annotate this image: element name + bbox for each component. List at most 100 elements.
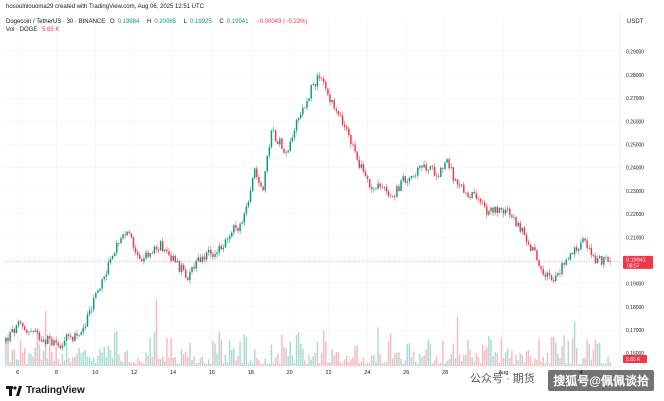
volume-bar — [596, 343, 599, 366]
volume-bar — [532, 363, 534, 366]
candle-body — [189, 271, 191, 281]
volume-bar — [555, 342, 557, 366]
volume-bar — [189, 342, 191, 366]
volume-bar — [586, 339, 588, 366]
volume-bar — [134, 363, 137, 366]
candle-body — [235, 225, 237, 228]
candle-body — [21, 322, 24, 327]
volume-bar — [51, 352, 53, 366]
candle-body — [306, 101, 308, 108]
volume-bar — [224, 354, 227, 366]
volume-bar — [279, 363, 281, 366]
volume-bar — [348, 362, 350, 366]
volume-bar — [212, 340, 214, 366]
volume-bar — [582, 357, 584, 366]
volume-bar — [603, 363, 605, 366]
volume-bar — [571, 338, 574, 366]
candle-body — [471, 192, 473, 198]
volume-bar — [552, 336, 555, 366]
volume-bar — [95, 363, 97, 366]
volume-bar — [65, 341, 68, 366]
candle-body — [381, 187, 383, 188]
candle-body — [343, 124, 346, 128]
volume-bar — [249, 360, 252, 366]
volume-bar — [306, 363, 308, 366]
volume-bar — [356, 345, 358, 366]
volume-bar — [477, 356, 480, 366]
volume-bar — [529, 356, 532, 366]
volume-bar — [417, 363, 419, 366]
candle-body — [205, 252, 208, 260]
candle-body — [538, 260, 540, 267]
candle-body — [521, 227, 524, 232]
volume-bar — [9, 362, 11, 366]
ohlc-high: H 0.20065 — [146, 19, 177, 25]
volume-bar — [128, 361, 131, 366]
candle-body — [178, 260, 181, 272]
candle-body — [220, 245, 223, 250]
candle-body — [440, 167, 442, 177]
candle-body — [410, 175, 413, 178]
candle-body — [67, 334, 70, 336]
candle-body — [316, 75, 319, 87]
byline: hosoulnlouoma29 created with TradingView… — [6, 4, 205, 10]
time-axis[interactable]: 6810121416182022242628Aug4 — [16, 370, 583, 376]
last-price-tag: 0.19941 08:57 — [623, 255, 653, 269]
candle-body — [483, 202, 486, 207]
candle-body — [44, 340, 47, 345]
candle-body — [427, 169, 429, 171]
volume-bar — [460, 361, 463, 366]
candle-body — [199, 257, 202, 262]
candle-body — [513, 217, 515, 218]
tradingview-brand[interactable]: TradingView — [6, 385, 85, 396]
candle-body — [559, 273, 561, 275]
candle-body — [423, 164, 425, 168]
volume-bar — [345, 355, 348, 366]
y-tick-label: 0.23000 — [626, 189, 644, 195]
candle-body — [460, 184, 463, 186]
candle-body — [70, 335, 72, 337]
candle-body — [312, 84, 314, 86]
candle-body — [203, 256, 206, 260]
x-tick-label: Aug — [499, 370, 509, 376]
symbol-title[interactable]: Dogecoin / TetherUS · 30 · BINANCE — [6, 19, 106, 25]
candle-body — [253, 168, 256, 178]
volume-bar — [406, 343, 409, 366]
volume-bar — [423, 355, 425, 366]
volume-bar — [437, 363, 440, 366]
y-tick-label: 0.25000 — [626, 142, 644, 148]
y-tick-label: 0.22000 — [626, 212, 644, 218]
candle-body — [155, 246, 158, 250]
x-tick-label: 26 — [403, 370, 409, 376]
volume-bar — [67, 357, 70, 366]
candle-body — [366, 176, 369, 180]
volume-bar — [61, 354, 64, 366]
candle-body — [80, 332, 82, 335]
candle-body — [414, 175, 417, 177]
volume-bar — [182, 354, 185, 366]
volume-bar — [502, 357, 505, 366]
volume-bar — [130, 363, 133, 366]
candle-body — [571, 253, 574, 255]
candle-body — [318, 75, 321, 78]
candle-body — [527, 242, 530, 245]
volume-bar — [419, 353, 421, 366]
candle-body — [544, 274, 547, 277]
candle-body — [368, 179, 371, 188]
candle-body — [153, 246, 156, 254]
volume-label[interactable]: Vol · DOGE — [6, 27, 38, 33]
candle-body — [47, 336, 49, 345]
candle-body — [433, 166, 436, 176]
volume-bar — [458, 354, 461, 366]
candle-body — [105, 274, 108, 277]
price-axis[interactable]: 0.29000 0.28000 0.27000 0.26000 0.25000 0.240… — [626, 50, 644, 358]
volume-bar — [540, 361, 542, 366]
volume-bar — [339, 362, 342, 366]
candle-body — [456, 179, 459, 185]
volume-bar — [391, 358, 394, 366]
candle-body — [509, 208, 511, 216]
candle-body — [377, 183, 379, 189]
volume-bar — [199, 357, 202, 366]
volume-bar — [44, 311, 47, 366]
